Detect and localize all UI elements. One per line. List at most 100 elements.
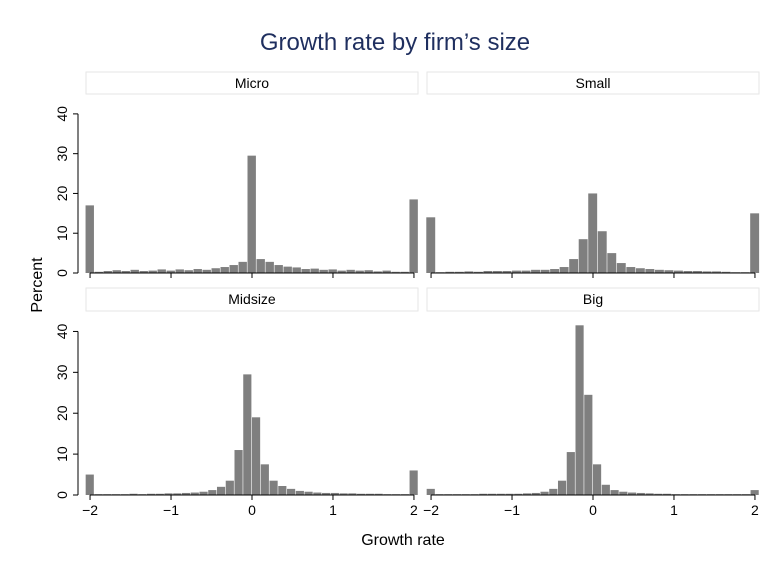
bar-small-21 [626,267,636,273]
bar-micro-6 [139,271,148,273]
bar-micro-32 [373,271,382,273]
bar-big-22 [619,491,628,495]
bar-small-0 [426,217,436,273]
bar-micro-19 [256,259,265,273]
bar-midsize-17 [234,450,243,495]
bar-midsize-19 [252,417,261,495]
bar-micro-35 [400,271,409,273]
bar-micro-11 [184,270,193,273]
bar-midsize-5 [129,493,138,495]
bar-micro-33 [382,270,391,273]
bar-big-25 [645,493,654,495]
y-tick-label-midsize-3: 30 [54,364,70,380]
y-tick-label-micro-0: 0 [54,269,70,277]
bar-small-23 [645,269,655,273]
bar-midsize-37 [409,470,418,495]
bar-small-25 [664,270,674,273]
y-tick-label-micro-1: 10 [54,225,70,241]
bar-big-17 [575,325,584,495]
bar-big-19 [593,464,602,495]
y-axis-label: Percent [29,257,46,313]
x-tick-label-big-4: 2 [751,502,759,518]
bar-midsize-14 [208,490,217,495]
bar-midsize-12 [190,492,199,495]
bar-small-28 [693,271,702,273]
bar-midsize-7 [146,493,156,495]
bar-micro-18 [247,155,256,273]
bar-midsize-15 [216,486,226,495]
bar-midsize-8 [155,493,164,495]
bar-big-8 [496,493,505,495]
x-tick-label-big-3: 1 [670,502,678,518]
bar-micro-7 [148,270,157,273]
bar-small-31 [721,271,731,273]
bar-small-27 [683,271,693,273]
bar-small-15 [569,259,579,273]
bar-midsize-31 [357,493,366,495]
bar-small-5 [473,271,483,273]
bar-big-0 [426,488,435,495]
y-tick-label-micro-4: 40 [54,106,70,122]
x-tick-label-midsize-4: 2 [410,502,418,518]
y-tick-label-midsize-4: 40 [54,323,70,339]
bar-micro-28 [337,270,346,273]
bar-micro-15 [220,267,229,273]
x-tick-label-midsize-0: −2 [82,502,98,518]
bar-big-11 [522,493,532,495]
bar-micro-3 [112,270,121,273]
bar-big-14 [549,488,558,495]
x-tick-label-big-0: −2 [423,502,439,518]
bar-big-15 [557,480,567,495]
x-axis-label: Growth rate [361,532,445,549]
bar-midsize-24 [295,490,304,495]
bar-micro-10 [175,269,184,273]
bar-micro-21 [274,265,283,273]
bar-big-6 [479,493,488,495]
bar-small-11 [531,269,541,273]
bar-big-16 [566,452,575,495]
bar-big-21 [610,490,619,495]
x-tick-label-midsize-2: 0 [248,502,256,518]
bar-small-30 [712,271,722,273]
y-tick-label-midsize-0: 0 [54,491,70,499]
bar-big-20 [601,484,610,495]
bar-midsize-29 [339,493,348,495]
bar-small-19 [607,253,617,273]
bar-midsize-32 [365,493,374,495]
x-tick-label-midsize-1: −1 [163,502,179,518]
bar-big-27 [663,493,672,495]
bar-micro-29 [346,269,355,273]
panel-header-midsize [85,287,419,312]
panel-big: Big −2 −1 0 1 2 [423,287,760,518]
bar-big-24 [636,492,645,495]
bar-small-24 [654,269,664,273]
bar-micro-30 [355,270,364,273]
bar-micro-16 [229,265,238,273]
panel-header-micro [85,71,419,95]
chart-title: Growth rate by firm’s size [260,29,530,56]
bar-micro-20 [265,261,274,273]
bar-big-26 [654,493,663,495]
bar-micro-23 [292,267,301,273]
bar-small-12 [540,269,550,273]
bar-big-9 [505,493,514,495]
bar-micro-26 [319,269,328,273]
bar-midsize-18 [243,374,252,495]
y-tick-label-micro-3: 30 [54,146,70,162]
bar-midsize-13 [199,491,208,495]
bar-micro-34 [391,271,400,273]
bar-midsize-28 [330,492,339,495]
bar-small-4 [464,271,474,273]
panel-micro: Micro 0 10 20 30 40 [54,71,419,278]
bar-small-26 [673,270,683,273]
bar-small-34 [750,213,760,273]
panel-title-midsize: Midsize [228,291,276,307]
x-tick-label-big-1: −1 [504,502,520,518]
bar-small-6 [483,271,493,273]
bar-midsize-30 [348,493,357,495]
bar-midsize-22 [278,486,287,495]
